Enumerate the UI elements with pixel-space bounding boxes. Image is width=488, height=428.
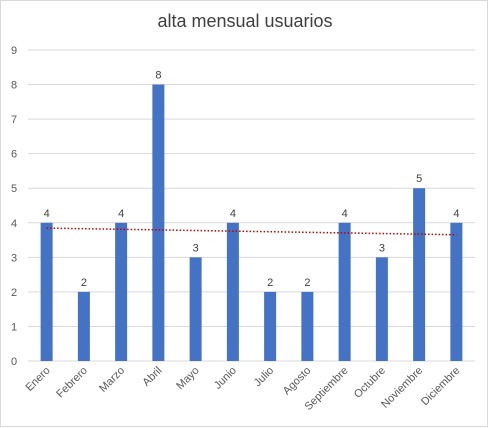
data-label: 3	[379, 242, 385, 254]
data-label: 4	[453, 208, 459, 220]
x-tick-label: Octubre	[352, 365, 388, 401]
data-label: 4	[230, 208, 236, 220]
y-tick-label: 3	[11, 252, 17, 264]
y-tick-label: 7	[11, 114, 17, 126]
bar	[413, 188, 426, 361]
x-tick-label: Junio	[212, 365, 239, 392]
data-label: 8	[155, 70, 161, 82]
y-tick-label: 1	[11, 321, 17, 333]
y-tick-label: 6	[11, 149, 17, 161]
data-label: 2	[267, 277, 273, 289]
y-tick-label: 0	[11, 356, 17, 368]
bar	[375, 257, 388, 361]
data-label: 4	[118, 208, 124, 220]
x-tick-label: Febrero	[54, 365, 90, 401]
y-tick-label: 8	[11, 80, 17, 92]
y-tick-label: 5	[11, 183, 17, 195]
bar	[450, 222, 463, 361]
bar	[77, 291, 90, 361]
bar	[115, 222, 128, 361]
bar	[189, 257, 202, 361]
bar	[338, 222, 351, 361]
data-label: 5	[416, 173, 422, 185]
data-label: 4	[342, 208, 348, 220]
x-tick-label: Enero	[24, 365, 53, 394]
bar	[226, 222, 239, 361]
y-tick-label: 4	[11, 218, 17, 230]
data-label: 2	[304, 277, 310, 289]
x-tick-label: Marzo	[97, 365, 127, 395]
data-label: 2	[81, 277, 87, 289]
data-label: 4	[44, 208, 50, 220]
bar	[264, 291, 277, 361]
x-tick-label: Julio	[252, 365, 276, 389]
bar	[301, 291, 314, 361]
x-tick-label: Agosto	[281, 365, 314, 398]
chart-title: alta mensual usuarios	[157, 11, 333, 31]
bar	[40, 222, 53, 361]
bar	[152, 84, 165, 362]
x-tick-label: Mayo	[174, 365, 202, 393]
y-tick-label: 2	[11, 287, 17, 299]
trendline	[46, 227, 457, 236]
y-tick-label: 9	[11, 45, 17, 57]
x-tick-label: Abril	[140, 365, 164, 389]
x-tick-label: Diciembre	[419, 365, 462, 408]
data-label: 3	[193, 242, 199, 254]
